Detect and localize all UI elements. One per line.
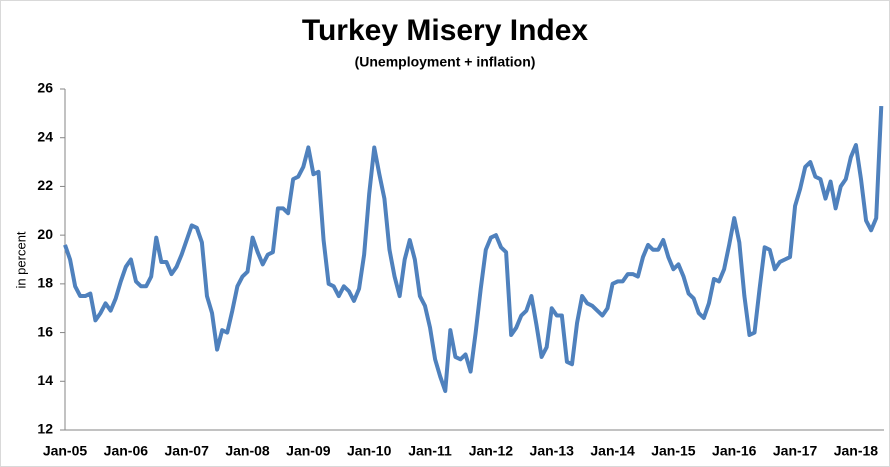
y-tick-label: 14 [37,372,53,388]
y-axis-label: in percent [13,231,28,288]
x-tick-label: Jan-18 [834,443,879,459]
x-tick-label: Jan-06 [104,443,149,459]
y-tick-label: 22 [37,177,53,193]
y-tick-label: 26 [37,80,53,96]
y-tick-label: 18 [37,275,53,291]
x-tick-label: Jan-07 [165,443,210,459]
x-tick-label: Jan-17 [773,443,818,459]
x-tick-label: Jan-12 [469,443,514,459]
chart-title: Turkey Misery Index [302,14,589,47]
x-tick-label: Jan-05 [43,443,88,459]
x-tick-label: Jan-15 [651,443,696,459]
y-tick-label: 24 [37,128,53,144]
data-line [63,105,884,394]
y-tick-label: 16 [37,323,53,339]
x-tick-label: Jan-11 [408,443,452,459]
x-tick-label: Jan-08 [225,443,270,459]
y-tick-label: 12 [37,421,53,437]
chart-subtitle: (Unemployment + inflation) [355,54,536,70]
x-tick-label: Jan-16 [712,443,757,459]
x-tick-label: Jan-09 [286,443,331,459]
x-tick-label: Jan-14 [590,443,635,459]
x-tick-label: Jan-13 [530,443,575,459]
x-tick-label: Jan-10 [347,443,392,459]
y-tick-label: 20 [37,226,53,242]
